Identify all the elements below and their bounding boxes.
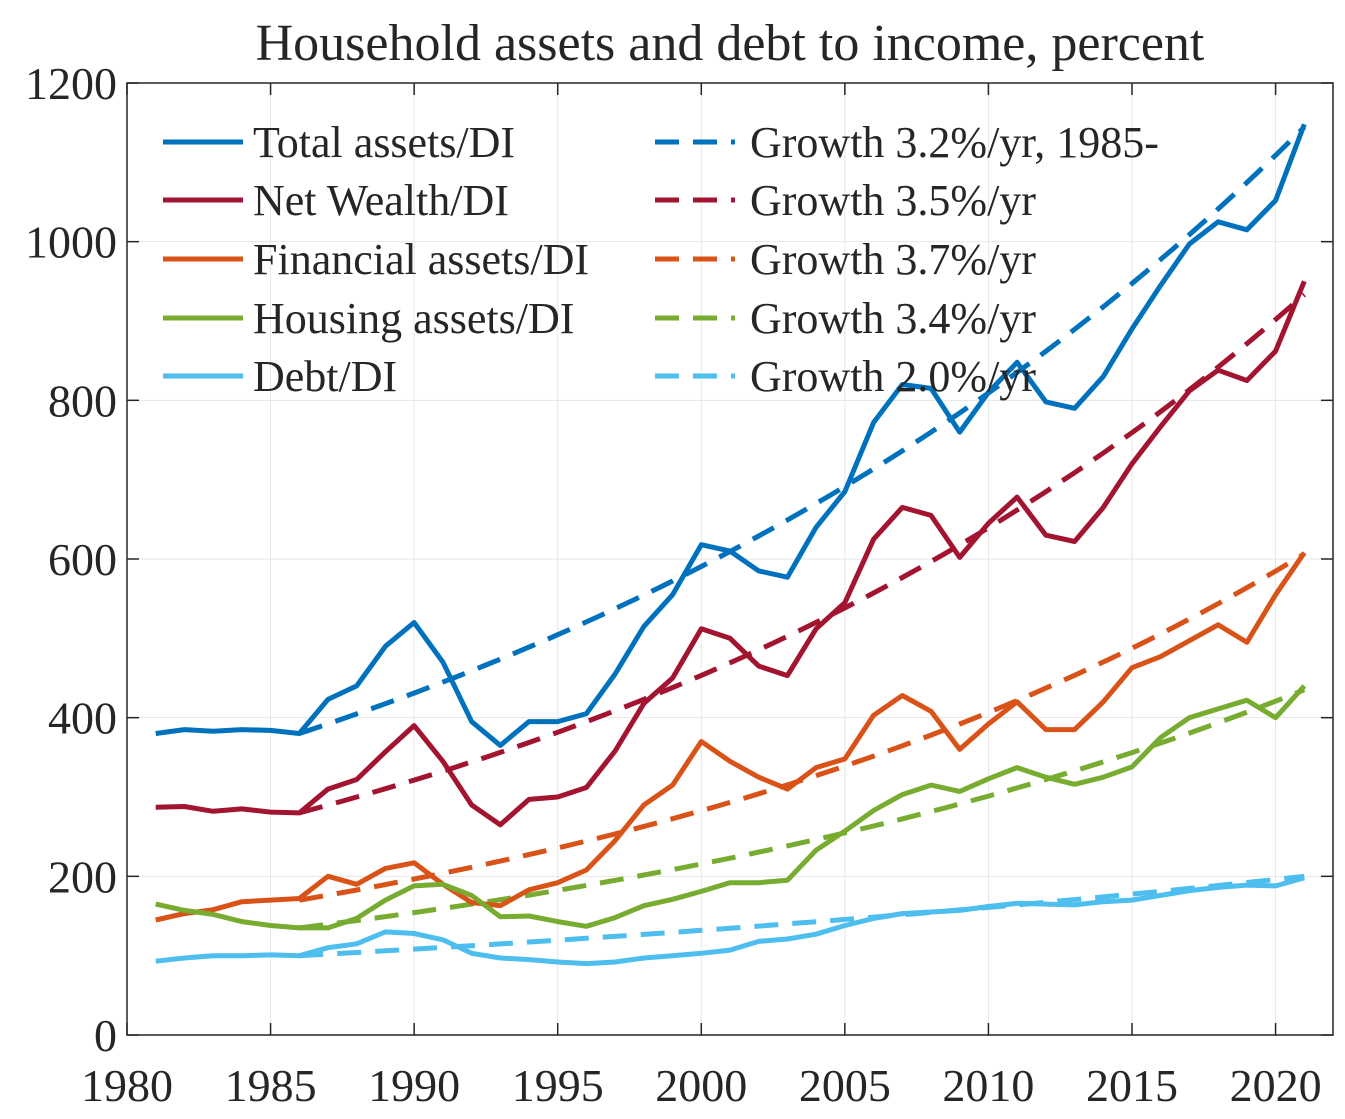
x-tick-label: 1980 — [81, 1060, 173, 1111]
trend-line — [298, 125, 1307, 736]
legend-label: Growth 2.0%/yr — [750, 352, 1036, 401]
series-line — [155, 875, 1305, 967]
x-tick-label: 2015 — [1086, 1060, 1178, 1111]
legend-label: Growth 3.2%/yr, 1985- — [750, 118, 1159, 167]
x-tick-label: 2000 — [655, 1060, 747, 1111]
trend-line — [298, 687, 1306, 931]
x-tick-label: 2005 — [799, 1060, 891, 1111]
series-line — [155, 551, 1307, 923]
x-tick-label: 2010 — [942, 1060, 1034, 1111]
legend-label: Growth 3.4%/yr — [750, 294, 1036, 343]
legend-label: Growth 3.5%/yr — [750, 176, 1036, 225]
y-tick-label: 1200 — [25, 58, 117, 109]
x-tick-label: 2020 — [1230, 1060, 1322, 1111]
y-tick-label: 600 — [48, 534, 117, 585]
series-line — [155, 280, 1307, 828]
y-tick-label: 0 — [94, 1010, 117, 1061]
y-tick-label: 400 — [48, 693, 117, 744]
trend-line — [298, 551, 1306, 903]
legend-label: Debt/DI — [253, 352, 397, 401]
legend-label: Net Wealth/DI — [253, 176, 509, 225]
y-tick-label: 1000 — [25, 217, 117, 268]
trend-line — [298, 292, 1306, 816]
x-tick-label: 1990 — [368, 1060, 460, 1111]
legend-label: Housing assets/DI — [253, 294, 574, 343]
chart-title: Household assets and debt to income, per… — [256, 15, 1205, 72]
trend-line — [299, 873, 1305, 959]
legend-label: Total assets/DI — [253, 118, 515, 167]
x-tick-label: 1985 — [225, 1060, 317, 1111]
y-tick-label: 200 — [48, 851, 117, 902]
series-line — [155, 684, 1307, 931]
axis-ticks: 1980 1985 1990 1995 2000 2005 2010 2015 2020 0 200… — [25, 58, 1333, 1111]
legend-label: Growth 3.7%/yr — [750, 235, 1036, 284]
legend-label: Financial assets/DI — [253, 235, 589, 284]
x-tick-label: 1995 — [512, 1060, 604, 1111]
y-tick-label: 800 — [48, 375, 117, 426]
series-lines — [155, 123, 1307, 967]
legend: Total assets/DI Net Wealth/DI Financial as… — [163, 118, 1159, 401]
series-line — [155, 123, 1307, 748]
